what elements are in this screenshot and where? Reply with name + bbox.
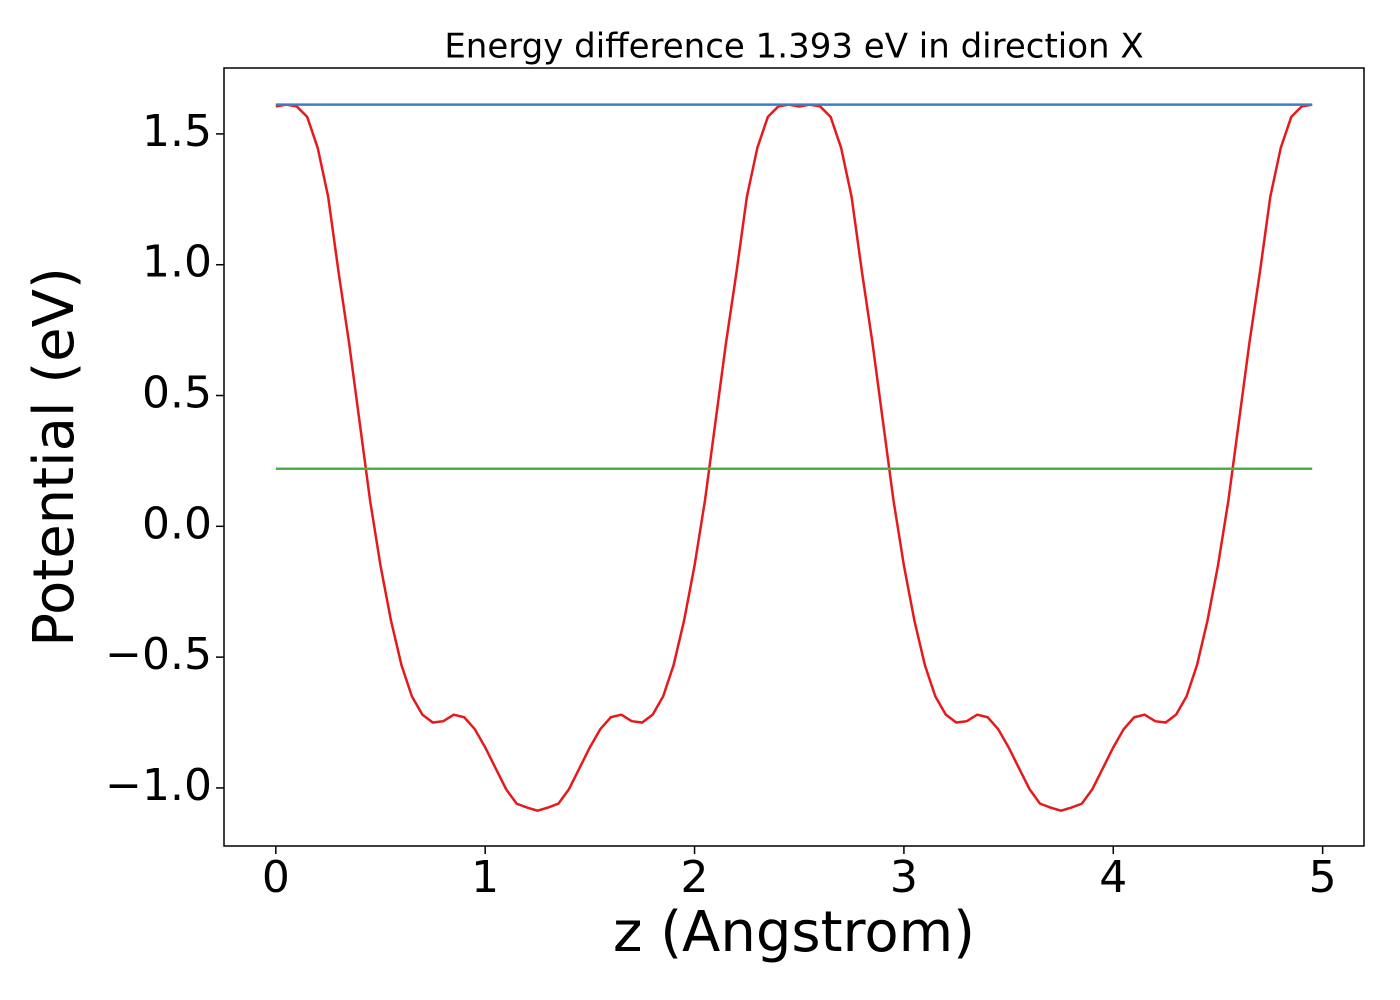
y-tick-label: −0.5 (105, 629, 212, 680)
series-line (275, 103, 1313, 812)
x-tick-label: 0 (262, 852, 290, 903)
y-axis-label: Potential (eV) (22, 267, 87, 647)
y-tick-label: 0.5 (142, 368, 212, 419)
x-tick-label: 5 (1309, 852, 1337, 903)
x-axis-label: z (Angstrom) (613, 900, 975, 965)
y-tick-label: 0.0 (142, 498, 212, 549)
x-tick-label: 4 (1099, 852, 1127, 903)
y-tick-label: 1.5 (142, 106, 212, 157)
x-tick-label: 1 (471, 852, 499, 903)
plot-frame (223, 67, 1365, 847)
x-tick-label: 3 (890, 852, 918, 903)
x-tick-label: 2 (681, 852, 709, 903)
chart-title: Energy difference 1.393 eV in direction … (444, 27, 1143, 67)
y-tick-label: −1.0 (105, 760, 212, 811)
y-tick-label: 1.0 (142, 237, 212, 288)
